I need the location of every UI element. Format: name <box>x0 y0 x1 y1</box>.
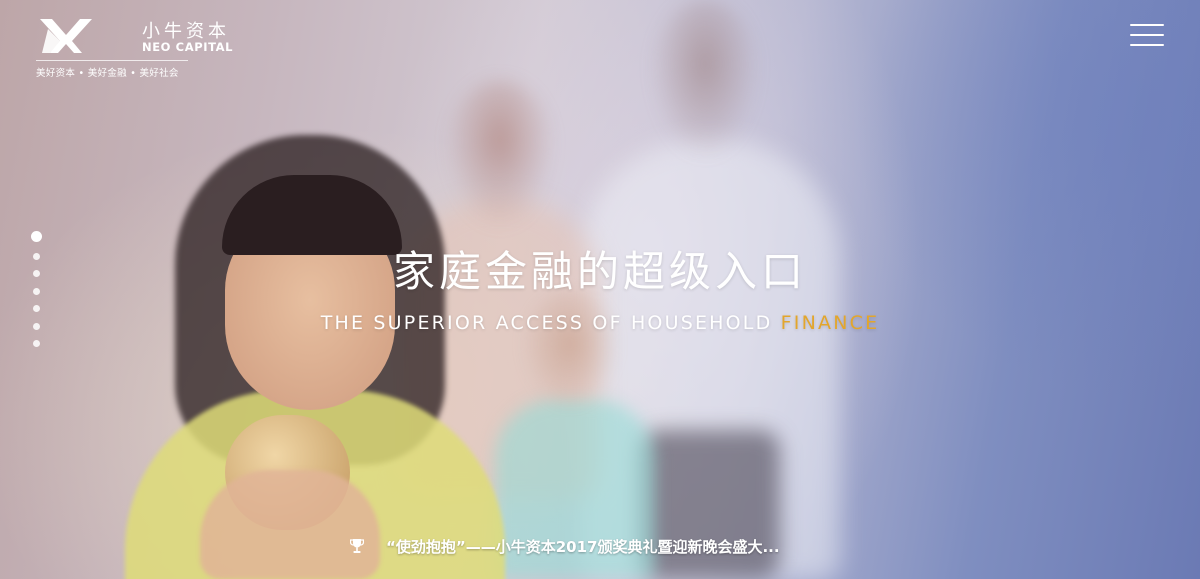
neo-capital-logo-mark-icon <box>40 19 92 53</box>
news-ticker-link[interactable]: “使劲抱抱”——小牛资本2017颁奖典礼暨迎新晚会盛大... <box>350 536 780 558</box>
photo-shape <box>445 80 555 230</box>
photo-shape <box>640 430 780 579</box>
trophy-icon <box>350 539 364 553</box>
slide-dot-4[interactable] <box>33 288 40 295</box>
photo-shape <box>222 175 402 255</box>
hero-subtitle: THE SUPERIOR ACCESS OF HOUSEHOLD FINANCE <box>0 312 1200 334</box>
brand-name-cn: 小牛资本 <box>142 21 230 42</box>
brand-name-en: NEO CAPITAL <box>142 40 234 54</box>
slide-dot-1[interactable] <box>31 231 42 242</box>
slide-dot-3[interactable] <box>33 270 40 277</box>
hero-title: 家庭金融的超级入口 <box>392 247 807 296</box>
photo-shape <box>200 470 380 579</box>
news-headline: “使劲抱抱”——小牛资本2017颁奖典礼暨迎新晚会盛大... <box>386 538 780 556</box>
slide-dot-5[interactable] <box>33 305 40 312</box>
menu-bar <box>1130 34 1164 36</box>
hero-subtitle-main: THE SUPERIOR ACCESS OF HOUSEHOLD <box>320 312 781 334</box>
brand-logo[interactable]: 小牛资本 NEO CAPITAL 美好资本 • 美好金融 • 美好社会 <box>36 17 232 81</box>
slide-pagination <box>30 231 44 351</box>
hamburger-menu-icon[interactable] <box>1126 22 1166 50</box>
hero-subtitle-accent: FINANCE <box>780 312 880 334</box>
menu-bar <box>1130 24 1164 26</box>
logo-divider <box>36 60 188 61</box>
slide-dot-2[interactable] <box>33 253 40 260</box>
slide-dot-7[interactable] <box>33 340 40 347</box>
menu-bar <box>1130 44 1164 46</box>
photo-shape <box>650 0 760 160</box>
photo-shape <box>520 290 620 410</box>
slide-dot-6[interactable] <box>33 323 40 330</box>
brand-slogan: 美好资本 • 美好金融 • 美好社会 <box>36 68 179 79</box>
photo-shape <box>495 400 655 579</box>
